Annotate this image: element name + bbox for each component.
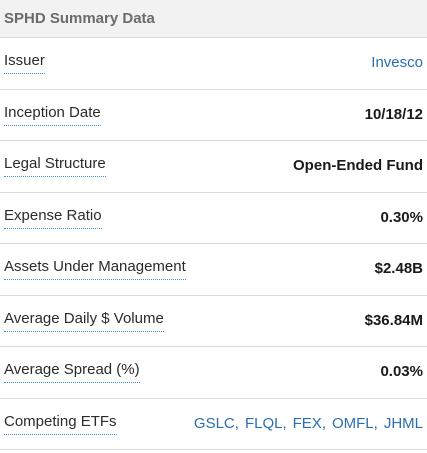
etf-separator: , bbox=[373, 415, 378, 433]
issuer-link[interactable]: Invesco bbox=[371, 54, 423, 72]
etf-separator: , bbox=[282, 415, 287, 433]
inception-date-value: 10/18/12 bbox=[364, 105, 423, 123]
aum-value: $2.48B bbox=[374, 260, 423, 278]
etf-separator: , bbox=[321, 415, 326, 433]
legal-structure-value: Open-Ended Fund bbox=[293, 157, 423, 175]
row-issuer: Issuer Invesco bbox=[0, 38, 427, 90]
legal-structure-label[interactable]: Legal Structure bbox=[4, 155, 106, 178]
row-aum: Assets Under Management $2.48B bbox=[0, 244, 427, 296]
row-avg-spread: Average Spread (%) 0.03% bbox=[0, 347, 427, 399]
summary-header: SPHD Summary Data bbox=[0, 0, 427, 38]
etf-link-jhml[interactable]: JHML bbox=[383, 415, 423, 433]
competing-etfs-list: GSLC, FLQL, FEX, OMFL, JHML bbox=[194, 415, 423, 432]
avg-spread-label[interactable]: Average Spread (%) bbox=[4, 361, 140, 384]
summary-rows: Issuer Invesco Inception Date 10/18/12 L… bbox=[0, 38, 427, 450]
expense-ratio-value: 0.30% bbox=[380, 208, 423, 226]
row-avg-daily-volume: Average Daily $ Volume $36.84M bbox=[0, 296, 427, 347]
etf-link-fex[interactable]: FEX bbox=[292, 415, 322, 433]
inception-date-label[interactable]: Inception Date bbox=[4, 104, 101, 126]
row-competing-etfs: Competing ETFs GSLC, FLQL, FEX, OMFL, JH… bbox=[0, 399, 427, 450]
etf-link-omfl[interactable]: OMFL bbox=[331, 415, 374, 433]
avg-daily-volume-label[interactable]: Average Daily $ Volume bbox=[4, 310, 164, 332]
summary-title: SPHD Summary Data bbox=[4, 10, 155, 27]
row-legal-structure: Legal Structure Open-Ended Fund bbox=[0, 141, 427, 193]
aum-label[interactable]: Assets Under Management bbox=[4, 258, 186, 281]
expense-ratio-label[interactable]: Expense Ratio bbox=[4, 207, 102, 229]
row-inception-date: Inception Date 10/18/12 bbox=[0, 90, 427, 141]
issuer-label[interactable]: Issuer bbox=[4, 52, 45, 75]
etf-separator: , bbox=[234, 415, 239, 433]
etf-link-flql[interactable]: FLQL bbox=[244, 415, 283, 433]
avg-spread-value: 0.03% bbox=[380, 363, 423, 381]
row-expense-ratio: Expense Ratio 0.30% bbox=[0, 193, 427, 244]
competing-etfs-label[interactable]: Competing ETFs bbox=[4, 413, 117, 435]
etf-link-gslc[interactable]: GSLC bbox=[193, 415, 235, 433]
avg-daily-volume-value: $36.84M bbox=[364, 311, 423, 329]
